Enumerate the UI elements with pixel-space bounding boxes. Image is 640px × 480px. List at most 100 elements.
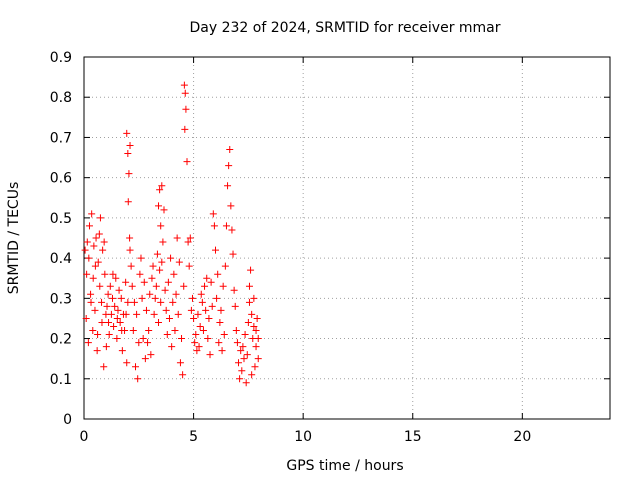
data-point <box>220 331 228 339</box>
x-tick-label: 20 <box>513 429 531 445</box>
data-point <box>137 254 145 262</box>
data-point <box>123 129 131 137</box>
data-point <box>248 371 256 379</box>
y-tick-label: 0.7 <box>50 130 72 146</box>
data-point <box>115 286 123 294</box>
data-point <box>175 258 183 266</box>
data-point <box>239 343 247 351</box>
grid <box>84 57 610 419</box>
data-point <box>159 238 167 246</box>
data-point <box>105 318 113 326</box>
data-point <box>254 355 262 363</box>
data-point <box>216 318 224 326</box>
data-point <box>127 262 135 270</box>
data-point <box>197 290 205 298</box>
y-axis-label: SRMTID / TECUs <box>6 182 22 295</box>
data-point <box>251 363 259 371</box>
y-tick-label: 0.3 <box>50 291 72 307</box>
data-point <box>95 230 103 238</box>
data-point <box>151 294 159 302</box>
y-tick-label: 0.8 <box>50 90 72 106</box>
data-point <box>136 270 144 278</box>
data-point <box>171 327 179 335</box>
data-point <box>107 310 115 318</box>
data-point <box>104 290 112 298</box>
data-point <box>105 331 113 339</box>
data-point <box>209 210 217 218</box>
data-point <box>244 318 252 326</box>
data-point <box>222 222 230 230</box>
x-axis-label: GPS time / hours <box>286 458 403 474</box>
data-point <box>173 234 181 242</box>
data-point <box>124 198 132 206</box>
data-point <box>248 310 256 318</box>
data-point <box>125 170 133 178</box>
data-point <box>225 162 233 170</box>
data-point <box>252 327 260 335</box>
data-point <box>126 246 134 254</box>
data-point <box>157 298 165 306</box>
data-point <box>98 318 106 326</box>
data-point <box>89 327 97 335</box>
data-point <box>145 327 153 335</box>
data-point <box>202 306 210 314</box>
data-point <box>253 314 261 322</box>
data-point <box>162 306 170 314</box>
data-point <box>147 351 155 359</box>
data-point <box>123 359 131 367</box>
data-point <box>250 322 258 330</box>
data-point <box>161 286 169 294</box>
data-point <box>132 363 140 371</box>
data-point <box>170 270 178 278</box>
data-point <box>128 282 136 290</box>
data-point <box>205 314 213 322</box>
data-point <box>169 298 177 306</box>
data-point <box>138 294 146 302</box>
y-tick-label: 0 <box>63 412 72 428</box>
data-point <box>100 238 108 246</box>
data-point <box>126 141 134 149</box>
data-point <box>224 182 232 190</box>
data-point <box>102 343 110 351</box>
data-point <box>155 202 163 210</box>
data-point <box>142 306 150 314</box>
data-point <box>243 351 251 359</box>
data-point <box>194 310 202 318</box>
data-point <box>213 294 221 302</box>
data-point <box>198 298 206 306</box>
data-point <box>180 81 188 89</box>
data-point <box>111 302 119 310</box>
data-point <box>122 310 130 318</box>
data-point <box>214 270 222 278</box>
data-point <box>114 306 122 314</box>
data-point <box>134 375 142 383</box>
data-point <box>158 258 166 266</box>
data-point <box>87 298 95 306</box>
data-point <box>186 234 194 242</box>
data-point <box>221 262 229 270</box>
data-point <box>183 158 191 166</box>
data-point <box>231 302 239 310</box>
data-point <box>252 343 260 351</box>
data-point <box>217 306 225 314</box>
data-point <box>181 89 189 97</box>
data-point <box>113 314 121 322</box>
data-point <box>227 202 235 210</box>
data-point <box>236 375 244 383</box>
data-point <box>164 278 172 286</box>
data-point <box>191 339 199 347</box>
data-point <box>184 238 192 246</box>
data-point <box>230 286 238 294</box>
x-tick-label: 5 <box>189 429 198 445</box>
data-point <box>242 379 250 387</box>
data-point <box>208 302 216 310</box>
data-point <box>88 210 96 218</box>
y-tick-label: 0.5 <box>50 211 72 227</box>
data-point <box>182 105 190 113</box>
data-point <box>96 282 104 290</box>
axis-ticks: 0 0.1 0.2 0.3 0.4 0.5 0.6 0.7 0.8 0.9 0 5 10 15 20 <box>50 50 610 445</box>
data-point <box>254 335 262 343</box>
data-point <box>144 339 152 347</box>
data-point <box>99 246 107 254</box>
data-point <box>180 282 188 290</box>
